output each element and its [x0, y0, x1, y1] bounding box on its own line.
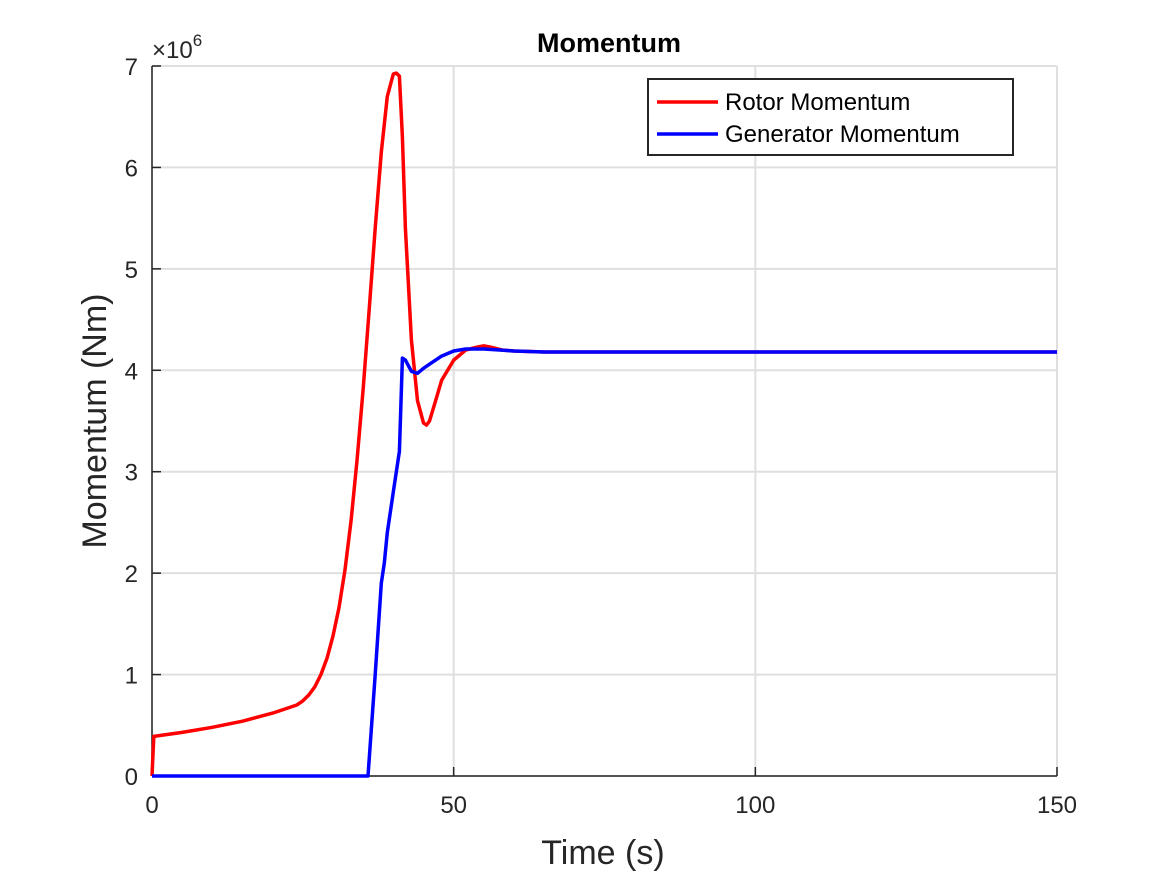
y-axis-multiplier-exponent: 6 [193, 31, 202, 50]
axis-ticks: 0 50 100 150 0 1 2 3 4 5 6 7 [125, 54, 1077, 819]
x-tick-label: 150 [1037, 792, 1077, 819]
y-axis-label: Momentum (Nm) [76, 293, 114, 548]
y-tick-label: 7 [125, 54, 138, 81]
y-tick-label: 4 [125, 358, 138, 385]
y-tick-label: 2 [125, 561, 138, 588]
y-tick-label: 3 [125, 460, 138, 487]
y-axis-multiplier: ×106 [152, 31, 202, 64]
y-tick-label: 0 [125, 764, 138, 791]
series-lines [150, 71, 1057, 778]
legend-label-rotor: Rotor Momentum [725, 89, 910, 116]
x-axis-label: Time (s) [541, 834, 664, 872]
legend: Rotor Momentum Generator Momentum [647, 78, 1014, 156]
series-line-generator-momentum [152, 347, 1057, 778]
legend-label-generator: Generator Momentum [725, 121, 960, 148]
y-tick-label: 5 [125, 257, 138, 284]
x-tick-label: 50 [440, 792, 467, 819]
chart-title: Momentum [537, 28, 681, 58]
y-tick-label: 1 [125, 663, 138, 690]
x-tick-label: 100 [735, 792, 775, 819]
legend-box [647, 78, 1014, 156]
x-tick-label: 0 [145, 792, 158, 819]
grid-lines [151, 65, 1058, 777]
y-tick-label: 6 [125, 155, 138, 182]
y-axis-multiplier-base: ×10 [152, 37, 193, 64]
